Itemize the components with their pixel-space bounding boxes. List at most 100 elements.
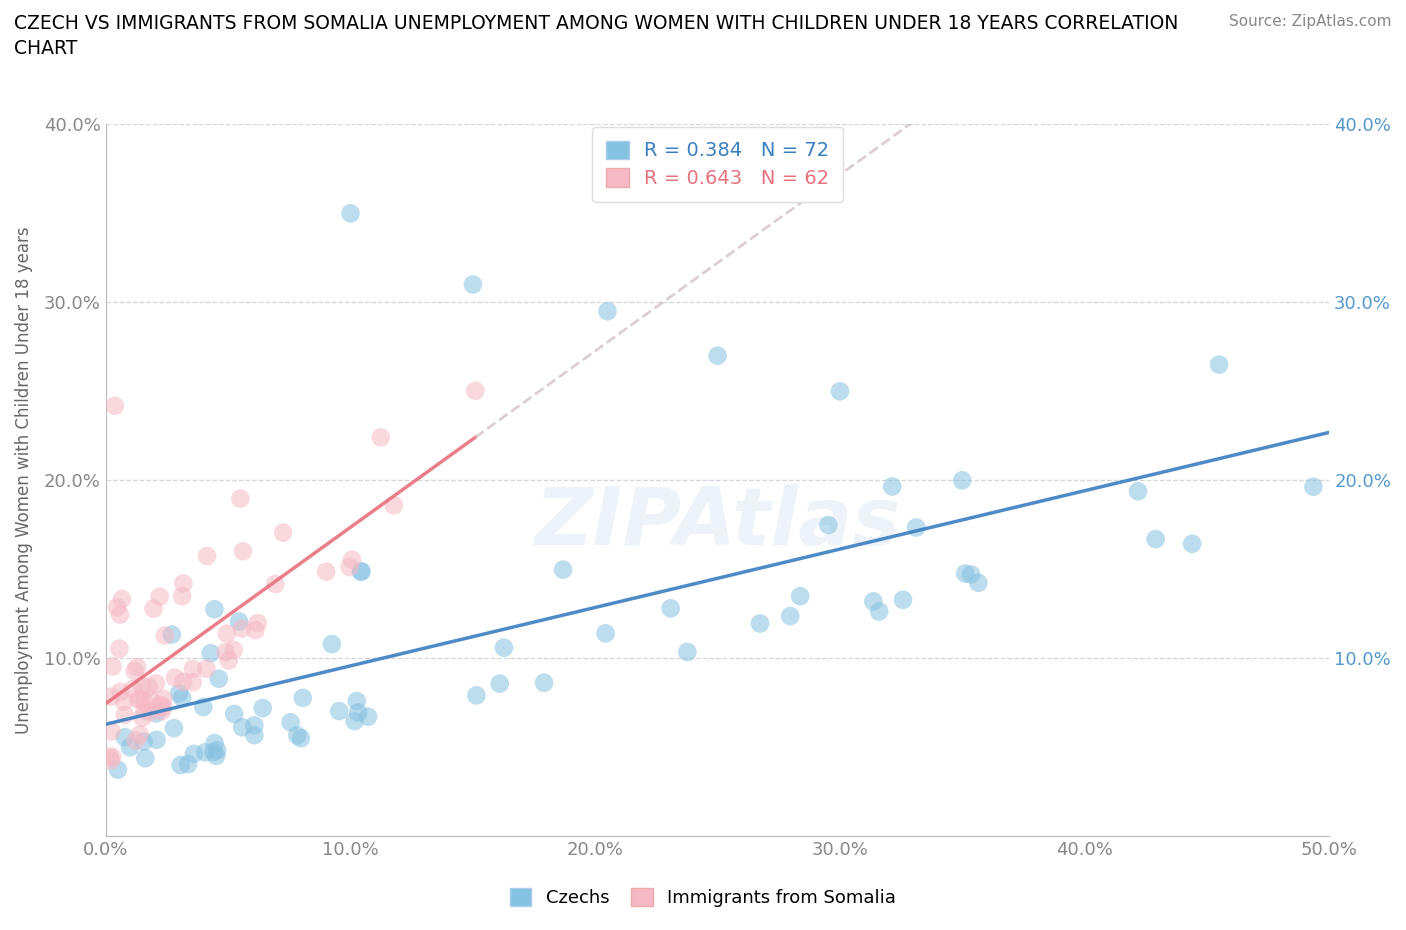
Point	[163, 671, 186, 685]
Point	[891, 592, 914, 607]
Point	[167, 686, 190, 701]
Point	[205, 743, 228, 758]
Point	[676, 644, 699, 659]
Point	[204, 736, 226, 751]
Point	[243, 728, 266, 743]
Point	[231, 621, 253, 636]
Point	[596, 304, 619, 319]
Point	[127, 659, 149, 674]
Point	[246, 616, 269, 631]
Point	[194, 745, 217, 760]
Point	[357, 710, 380, 724]
Point	[114, 730, 136, 745]
Point	[339, 560, 361, 575]
Point	[205, 749, 228, 764]
Point	[129, 692, 152, 707]
Point	[202, 744, 225, 759]
Point	[315, 565, 337, 579]
Point	[163, 721, 186, 736]
Point	[181, 661, 204, 676]
Point	[706, 348, 728, 363]
Y-axis label: Unemployment Among Women with Children Under 18 years: Unemployment Among Women with Children U…	[15, 227, 32, 734]
Point	[967, 576, 990, 591]
Point	[862, 594, 884, 609]
Point	[1181, 537, 1204, 551]
Point	[100, 753, 122, 768]
Legend: R = 0.384   N = 72, R = 0.643   N = 62: R = 0.384 N = 72, R = 0.643 N = 62	[592, 126, 844, 202]
Point	[131, 679, 153, 694]
Point	[339, 206, 361, 220]
Point	[160, 627, 183, 642]
Point	[828, 384, 851, 399]
Point	[208, 671, 231, 686]
Point	[132, 734, 155, 749]
Point	[817, 518, 839, 533]
Point	[231, 720, 253, 735]
Point	[200, 645, 222, 660]
Point	[148, 698, 170, 713]
Point	[195, 661, 218, 676]
Point	[149, 590, 172, 604]
Point	[134, 695, 156, 710]
Point	[659, 601, 682, 616]
Point	[114, 708, 136, 723]
Point	[280, 715, 302, 730]
Point	[152, 692, 174, 707]
Point	[749, 616, 772, 631]
Point	[882, 479, 904, 494]
Point	[145, 706, 167, 721]
Point	[328, 704, 350, 719]
Point	[382, 498, 405, 512]
Point	[252, 700, 274, 715]
Point	[551, 563, 574, 578]
Point	[134, 703, 156, 718]
Point	[1126, 484, 1149, 498]
Point	[271, 525, 294, 540]
Point	[107, 763, 129, 777]
Point	[245, 623, 267, 638]
Point	[347, 705, 370, 720]
Point	[105, 600, 128, 615]
Point	[121, 682, 143, 697]
Point	[195, 549, 218, 564]
Point	[461, 277, 484, 292]
Point	[118, 740, 141, 755]
Point	[905, 520, 928, 535]
Point	[232, 544, 254, 559]
Point	[181, 675, 204, 690]
Point	[100, 724, 122, 738]
Point	[224, 707, 246, 722]
Point	[131, 711, 153, 725]
Point	[138, 680, 160, 695]
Point	[145, 732, 167, 747]
Point	[953, 566, 976, 581]
Point	[108, 607, 131, 622]
Point	[142, 602, 165, 617]
Point	[204, 602, 226, 617]
Point	[104, 398, 127, 413]
Point	[492, 640, 515, 655]
Point	[222, 643, 245, 658]
Point	[110, 684, 132, 699]
Point	[595, 626, 617, 641]
Point	[533, 675, 555, 690]
Point	[153, 628, 176, 643]
Point	[101, 750, 124, 764]
Point	[172, 690, 194, 705]
Point	[229, 491, 252, 506]
Text: ZIPAtlas: ZIPAtlas	[534, 484, 901, 562]
Point	[111, 591, 134, 606]
Point	[343, 713, 366, 728]
Point	[108, 641, 131, 656]
Point	[1208, 357, 1230, 372]
Point	[100, 689, 122, 704]
Point	[215, 626, 238, 641]
Point	[340, 552, 363, 567]
Point	[128, 727, 150, 742]
Point	[868, 604, 890, 619]
Point	[960, 567, 983, 582]
Point	[465, 688, 488, 703]
Point	[228, 614, 250, 629]
Point	[101, 659, 124, 674]
Point	[127, 692, 149, 707]
